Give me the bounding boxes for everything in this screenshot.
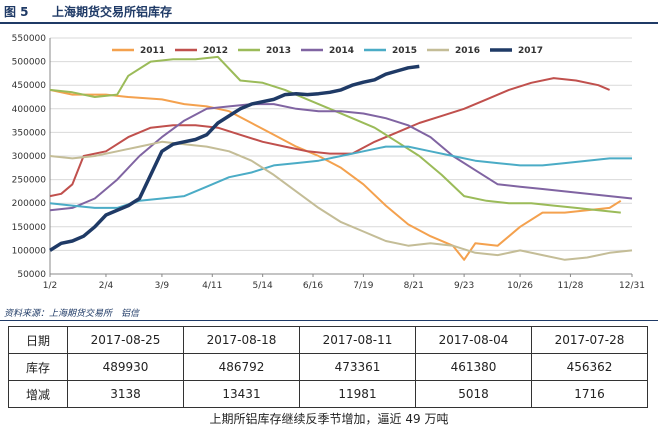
- series-line-2015: [49, 145, 632, 209]
- table-row-change: 增减 3138 13431 11981 5018 1716: [8, 380, 648, 408]
- x-tick-label: 5/14: [253, 281, 273, 291]
- x-tick-label: 12/31: [619, 281, 645, 291]
- y-tick-label: 350000: [12, 128, 47, 138]
- legend-label-2011: 2011: [140, 46, 165, 56]
- x-tick-label: 2/4: [99, 281, 114, 291]
- caption: 上期所铝库存继续反季节增加，逼近 49 万吨: [209, 412, 449, 426]
- legend-label-2016: 2016: [455, 46, 480, 56]
- table-header-cell: 2017-08-18: [183, 326, 300, 354]
- x-tick-label: 7/19: [353, 281, 373, 291]
- legend-label-2012: 2012: [203, 46, 228, 56]
- y-tick-label: 550000: [12, 34, 47, 44]
- series-line-2016: [49, 140, 633, 261]
- inventory-line-chart: 50000 100000 150000 200000 250000 300000 35000…: [12, 34, 645, 291]
- x-tick-label: 10/26: [507, 281, 533, 291]
- y-tick-label: 400000: [12, 105, 47, 115]
- series-line-2017: [49, 64, 420, 252]
- table-cell: 461380: [415, 353, 532, 381]
- table-header-row: 日期 2017-08-25 2017-08-18 2017-08-11 2017…: [8, 326, 648, 354]
- x-tick-label: 4/11: [202, 281, 222, 291]
- x-tick-label: 3/9: [155, 281, 170, 291]
- table-header-cell: 2017-08-04: [415, 326, 532, 354]
- source-note: 资料来源：上海期货交易所 铝信: [4, 309, 140, 319]
- series-line-2014: [49, 103, 633, 212]
- table-cell: 1716: [531, 380, 648, 408]
- figure-header: 图 5 上海期货交易所铝库存: [0, 0, 658, 22]
- table-header-cell: 2017-08-25: [67, 326, 184, 354]
- table-header-cell: 2017-08-11: [299, 326, 416, 354]
- series-line-2013: [49, 55, 621, 214]
- x-tick-label: 11/28: [557, 281, 583, 291]
- y-tick-label: 200000: [12, 199, 47, 209]
- y-tick-label: 450000: [12, 81, 47, 91]
- y-tick-label: 100000: [12, 246, 47, 256]
- table-cell: 库存: [8, 353, 68, 381]
- table-cell: 11981: [299, 380, 416, 408]
- inventory-table: 日期 2017-08-25 2017-08-18 2017-08-11 2017…: [8, 326, 648, 408]
- legend-label-2013: 2013: [266, 46, 291, 56]
- y-tick-label: 150000: [12, 223, 47, 233]
- table-cell: 13431: [183, 380, 300, 408]
- x-tick-label: 8/21: [404, 281, 424, 291]
- table-cell: 486792: [183, 353, 300, 381]
- y-tick-label: 300000: [12, 152, 47, 162]
- source-rule: [0, 320, 658, 321]
- table-cell: 5018: [415, 380, 532, 408]
- legend-label-2015: 2015: [392, 46, 417, 56]
- x-tick-label: 1/2: [43, 281, 57, 291]
- table-header-cell: 日期: [8, 326, 68, 354]
- table-cell: 456362: [531, 353, 648, 381]
- table-row-inventory: 库存 489930 486792 473361 461380 456362: [8, 353, 648, 381]
- y-tick-label: 250000: [12, 176, 47, 186]
- header-rule: [0, 22, 658, 24]
- series-line-2012: [49, 77, 610, 198]
- legend-label-2017: 2017: [518, 46, 543, 56]
- x-tick-label: 6/16: [303, 281, 323, 291]
- figure-title: 上海期货交易所铝库存: [52, 5, 173, 19]
- table-cell: 489930: [67, 353, 184, 381]
- table-cell: 增减: [8, 380, 68, 408]
- x-tick-label: 9/23: [454, 281, 474, 291]
- table-header-cell: 2017-07-28: [531, 326, 648, 354]
- legend-label-2014: 2014: [329, 46, 354, 56]
- figure-label: 图 5: [4, 5, 29, 19]
- table-cell: 3138: [67, 380, 184, 408]
- y-tick-label: 500000: [12, 58, 47, 68]
- table-cell: 473361: [299, 353, 416, 381]
- series-line-2011: [49, 88, 622, 261]
- y-tick-label: 50000: [17, 270, 46, 280]
